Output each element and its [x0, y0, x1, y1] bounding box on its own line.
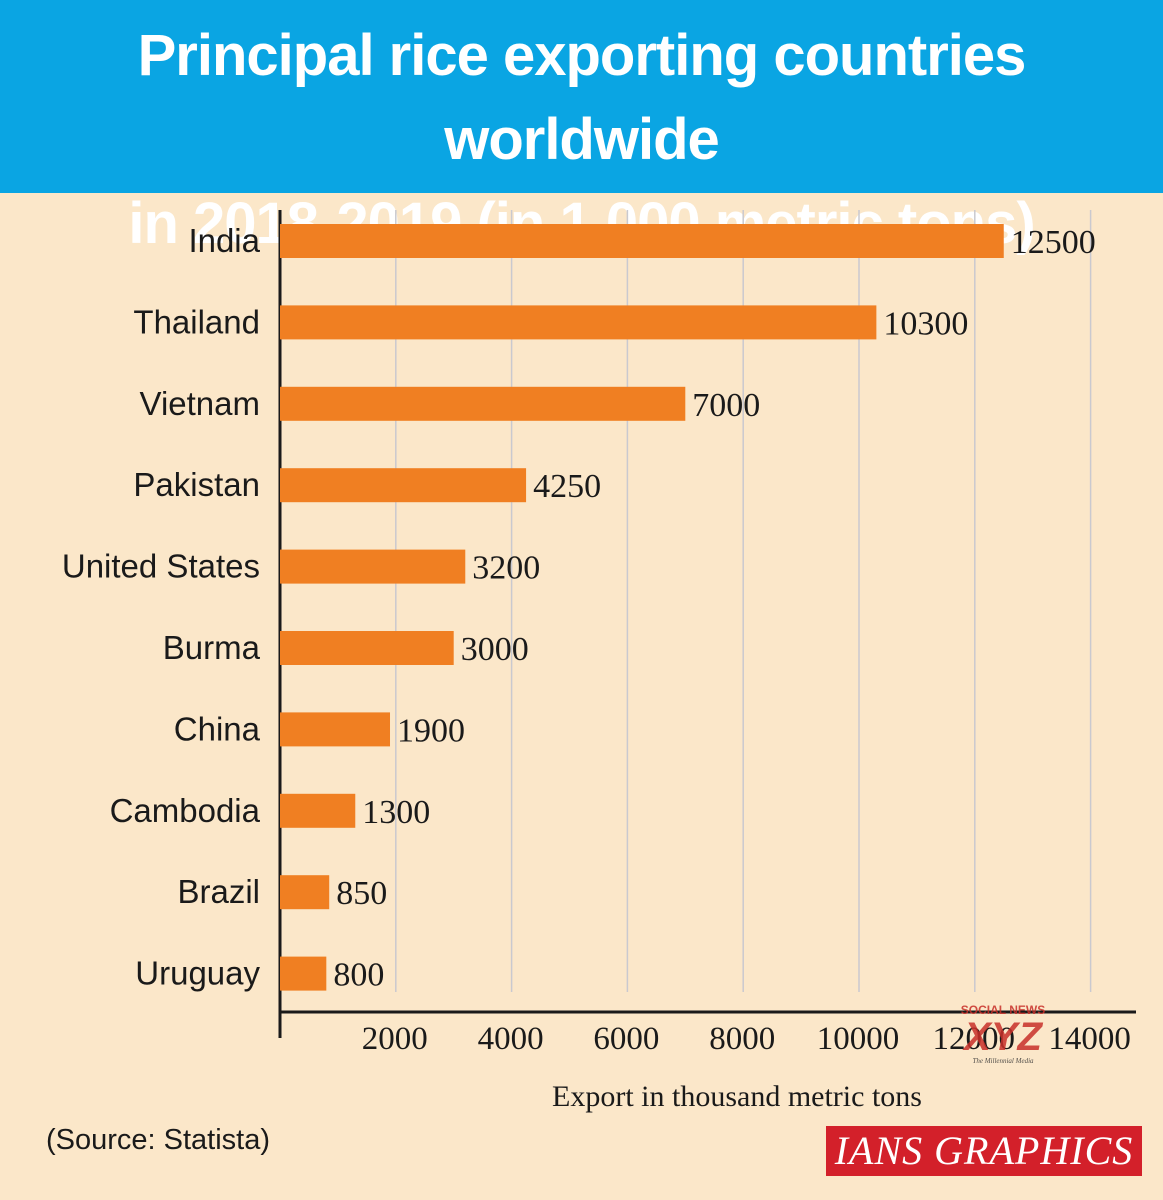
- bar-7: [280, 793, 356, 828]
- value-label-5: 3000: [461, 631, 529, 668]
- category-label-8: Brazil: [177, 873, 260, 910]
- bar-2: [280, 386, 686, 421]
- x-tick-label-4: 10000: [817, 1021, 900, 1057]
- value-label-3: 4250: [533, 468, 601, 505]
- bar-4: [280, 549, 466, 584]
- bar-1: [280, 305, 877, 340]
- category-label-3: Pakistan: [133, 466, 260, 503]
- x-tick-label-2: 6000: [593, 1021, 659, 1057]
- watermark-main-text: XYZ: [964, 1015, 1042, 1059]
- bar-3: [280, 468, 527, 503]
- value-label-4: 3200: [472, 550, 540, 587]
- category-label-5: Burma: [163, 629, 261, 666]
- category-label-6: China: [174, 710, 261, 747]
- value-label-6: 1900: [397, 712, 465, 749]
- category-label-0: India: [188, 222, 260, 259]
- credit-badge: IANS GRAPHICS: [826, 1126, 1142, 1176]
- value-label-1: 10300: [883, 305, 968, 342]
- x-tick-label-0: 2000: [362, 1021, 428, 1057]
- bar-0: [280, 224, 1004, 258]
- watermark-logo: SOCIAL NEWS XYZ The Millennial Media: [955, 1004, 1051, 1066]
- bar-6: [280, 712, 391, 747]
- bar-9: [280, 956, 327, 991]
- value-label-7: 1300: [362, 794, 430, 831]
- bar-8: [280, 875, 330, 910]
- x-tick-label-1: 4000: [478, 1021, 544, 1057]
- x-tick-label-5: 12000: [933, 1021, 1016, 1057]
- category-label-2: Vietnam: [140, 385, 260, 422]
- value-label-0: 12500: [1011, 224, 1096, 261]
- watermark-top-text: SOCIAL NEWS: [960, 1003, 1046, 1017]
- value-label-8: 850: [336, 875, 387, 912]
- category-label-7: Cambodia: [110, 792, 261, 829]
- x-tick-label-6: 14000: [1048, 1021, 1131, 1057]
- category-label-9: Uruguay: [135, 955, 260, 992]
- x-tick-label-3: 8000: [709, 1021, 775, 1057]
- category-label-4: United States: [62, 548, 260, 585]
- bar-5: [280, 631, 454, 665]
- watermark-sub-text: The Millennial Media: [972, 1057, 1034, 1065]
- x-axis-title: Export in thousand metric tons: [552, 1080, 922, 1113]
- value-label-2: 7000: [692, 387, 760, 424]
- value-label-9: 800: [333, 957, 384, 994]
- source-note: (Source: Statista): [46, 1124, 271, 1156]
- category-label-1: Thailand: [133, 303, 260, 340]
